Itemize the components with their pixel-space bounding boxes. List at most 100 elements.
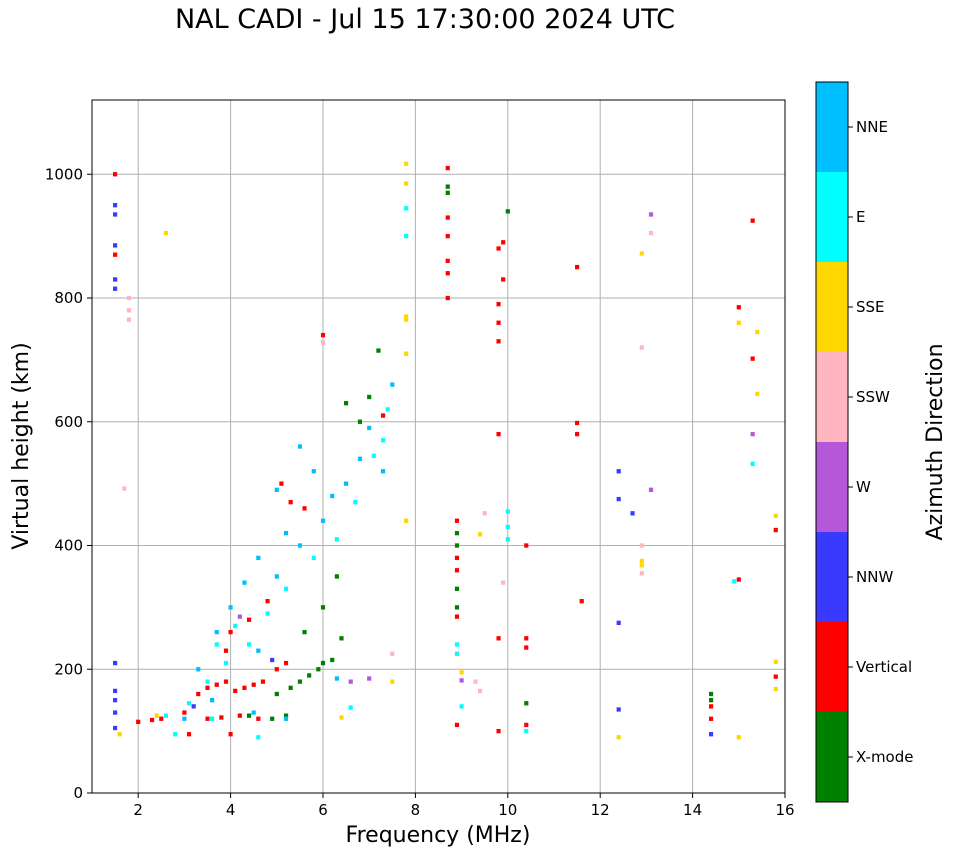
colorbar-label-e: E (856, 208, 865, 226)
echo-point-vertical (445, 271, 450, 276)
echo-point-vertical (750, 218, 755, 223)
echo-point-nne (274, 487, 279, 492)
echo-point-nne (196, 667, 201, 672)
echo-point-vertical (575, 420, 580, 426)
echo-point-ssw (122, 486, 127, 491)
echo-point-x-mode (454, 605, 460, 610)
echo-point-nne (283, 716, 289, 721)
x-tick-label: 4 (226, 801, 236, 819)
echo-point-x-mode (344, 401, 349, 406)
echo-point-sse (755, 391, 760, 397)
colorbar-frame (815, 81, 849, 803)
echo-point-sse (755, 329, 760, 335)
echo-point-vertical (186, 732, 192, 737)
echo-point-ssw (639, 571, 644, 576)
echo-point-vertical (380, 413, 386, 418)
echo-point-vertical (445, 295, 450, 301)
y-axis-ticks: 0 200 400 600 800 1000 (45, 165, 92, 802)
echo-point-x-mode (247, 713, 252, 718)
echo-point-e (380, 438, 386, 443)
echo-point-e (233, 623, 238, 629)
colorbar-swatch-ssw (816, 352, 848, 442)
echo-point-w (367, 676, 372, 681)
echo-point-vertical (496, 302, 501, 307)
echo-point-e (256, 735, 261, 740)
echo-point-nne (311, 469, 316, 474)
echo-point-ssw (639, 543, 644, 548)
echo-point-vertical (149, 717, 155, 723)
echo-point-x-mode (505, 209, 510, 214)
echo-point-vertical (524, 645, 529, 650)
echo-point-e (348, 705, 353, 710)
echo-point-sse (117, 732, 122, 737)
echo-point-ssw (126, 308, 132, 313)
echo-point-nnw (270, 657, 275, 663)
echo-point-e (524, 728, 529, 734)
echo-point-nne (256, 555, 261, 561)
echo-point-vertical (709, 704, 714, 709)
y-tick-label: 400 (54, 537, 83, 555)
echo-point-e (505, 524, 510, 530)
echo-point-sse (773, 686, 778, 692)
echo-point-vertical (773, 527, 778, 533)
echo-point-sse (404, 351, 409, 356)
colorbar-label-vertical: Vertical (856, 658, 912, 676)
x-tick-label: 10 (498, 801, 517, 819)
echo-point-e (186, 701, 192, 706)
echo-point-sse (339, 715, 344, 720)
echo-point-nnw (113, 710, 118, 715)
echo-point-e (454, 642, 460, 647)
echo-point-vertical (113, 252, 118, 257)
echo-point-vertical (501, 277, 506, 282)
echo-point-vertical (205, 685, 210, 690)
colorbar-label-x-mode: X-mode (856, 748, 913, 766)
echo-point-sse (404, 181, 409, 186)
echo-point-nnw (113, 660, 118, 666)
echo-point-vertical (242, 685, 247, 690)
echo-point-nnw (616, 469, 621, 474)
echo-point-ssw (482, 511, 487, 516)
echo-point-nne (297, 543, 302, 548)
echo-point-vertical (454, 568, 460, 573)
echo-point-vertical (496, 431, 501, 437)
echo-point-w (648, 487, 654, 492)
x-tick-label: 16 (775, 801, 794, 819)
echo-point-ssw (126, 317, 132, 322)
colorbar-label-w: W (856, 478, 871, 496)
echo-point-x-mode (297, 679, 302, 684)
echo-point-vertical (256, 716, 261, 721)
echo-point-vertical (288, 500, 293, 505)
echo-point-sse (390, 679, 395, 684)
echo-point-sse (616, 735, 621, 740)
echo-point-nne (357, 456, 363, 462)
echo-point-e (454, 651, 460, 656)
echo-point-vertical (524, 636, 529, 641)
echo-point-x-mode (445, 190, 450, 195)
colorbar-label-sse: SSE (856, 298, 885, 316)
echo-point-vertical (228, 629, 233, 635)
echo-point-vertical (454, 518, 460, 523)
echo-point-x-mode (454, 586, 460, 591)
echo-point-ssw (320, 340, 326, 345)
echo-point-e (371, 453, 376, 458)
echo-point-vertical (214, 682, 219, 687)
colorbar-swatch-e (816, 172, 848, 262)
echo-point-nnw (616, 620, 621, 626)
x-tick-label: 14 (683, 801, 702, 819)
echo-point-x-mode (709, 698, 714, 703)
echo-point-w (648, 212, 654, 217)
echo-point-nne (182, 716, 187, 721)
echo-point-x-mode (367, 394, 372, 400)
echo-point-sse (736, 735, 741, 740)
echo-point-e (404, 206, 409, 211)
echo-point-x-mode (339, 636, 344, 641)
echo-point-e (353, 500, 358, 505)
echo-point-e (205, 679, 210, 684)
colorbar-label-nnw: NNW (856, 568, 893, 586)
echo-point-x-mode (524, 701, 529, 706)
echo-point-nnw (191, 704, 196, 709)
echo-point-vertical (196, 691, 201, 697)
echo-point-ssw (390, 651, 395, 656)
echo-point-e (404, 233, 409, 239)
echo-point-nnw (113, 725, 118, 731)
